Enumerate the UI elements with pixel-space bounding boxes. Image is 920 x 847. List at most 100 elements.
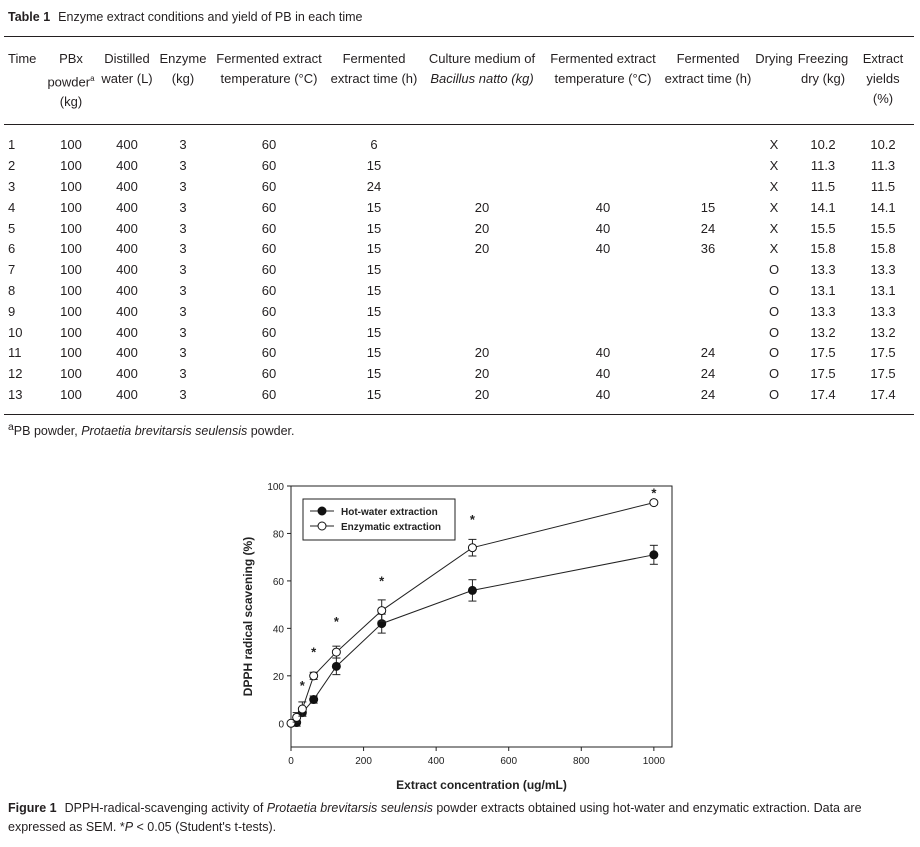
y-tick-label: 20 xyxy=(273,672,285,683)
table-cell: 60 xyxy=(261,137,277,153)
y-tick-label: 100 xyxy=(267,482,284,493)
table-cell: X xyxy=(769,137,779,153)
x-tick-label: 400 xyxy=(428,756,445,767)
header-line: yields xyxy=(866,71,900,86)
table-cell: 17.5 xyxy=(810,366,836,382)
table-cell: 100 xyxy=(60,178,82,194)
table-cell xyxy=(420,281,544,302)
table-cell: 17.5 xyxy=(870,345,896,361)
table-row: 13 100 400 3 60 15 20 40 24 O 17.4 17.4 xyxy=(4,384,914,415)
table-cell: 3 xyxy=(179,324,187,340)
enzymatic-point xyxy=(292,712,302,722)
table-cell: 24 xyxy=(366,178,382,194)
table-row: 6 100 400 3 60 15 20 40 36 X 15.8 15.8 xyxy=(4,239,914,260)
y-tick-label: 0 xyxy=(278,719,284,730)
header-line: PBx xyxy=(59,51,83,66)
table-cell: 11.3 xyxy=(810,158,836,174)
table-cell: 13 xyxy=(4,384,44,415)
table-cell: 17.4 xyxy=(852,384,914,415)
table-cell xyxy=(420,125,544,156)
table-cell: 3 xyxy=(8,178,16,194)
table-cell: 20 xyxy=(474,345,490,361)
table-cell: 8 xyxy=(8,282,16,298)
table-cell: 400 xyxy=(116,262,138,278)
table-cell: X xyxy=(769,241,779,257)
table-cell: 3 xyxy=(179,241,187,257)
table-cell: 60 xyxy=(210,384,328,415)
table-cell: 3 xyxy=(179,262,187,278)
table-cell: 13.2 xyxy=(870,324,896,340)
table-cell: 11.5 xyxy=(870,178,896,194)
table-cell: 400 xyxy=(116,282,138,298)
header-line: extract time (h) xyxy=(330,71,418,86)
table-row: 10 100 400 3 60 15 O 13.2 13.2 xyxy=(4,323,914,344)
table-cell: 3 xyxy=(179,282,187,298)
x-tick-label: 600 xyxy=(500,756,517,767)
header-line: Fermented xyxy=(342,51,406,66)
table-cell: 400 xyxy=(116,158,138,174)
table-row: 9 100 400 3 60 15 O 13.3 13.3 xyxy=(4,302,914,323)
table-cell: 400 xyxy=(116,303,138,319)
table-cell: 13.1 xyxy=(870,282,896,298)
table-cell xyxy=(544,302,662,323)
table-cell: 6 xyxy=(370,137,378,153)
table-cell: 15 xyxy=(366,282,382,298)
table-cell: 3 xyxy=(179,199,187,215)
table-cell: 60 xyxy=(261,158,277,174)
table-cell: X xyxy=(769,158,779,174)
table-cell xyxy=(420,302,544,323)
footnote-species: Protaetia brevitarsis seulensis xyxy=(81,424,248,439)
header-line: Culture medium of xyxy=(428,51,536,66)
table-cell: 60 xyxy=(261,345,277,361)
table-cell: 60 xyxy=(261,282,277,298)
header-line: water (L) xyxy=(101,71,153,86)
table-cell: 3 xyxy=(179,345,187,361)
table-row: 5 100 400 3 60 15 20 40 24 X 15.5 15.5 xyxy=(4,219,914,240)
table-cell: 100 xyxy=(60,199,82,215)
enzymatic-point xyxy=(309,671,319,681)
table-row: 4 100 400 3 60 15 20 40 15 X 14.1 14.1 xyxy=(4,198,914,219)
table-header-row: Time PBx powdera (kg) Distilled water (L) Enzy… xyxy=(4,35,914,126)
table-cell: 100 xyxy=(60,282,82,298)
table-cell: 3 xyxy=(156,384,210,415)
footnote-text: PB powder, xyxy=(13,424,82,439)
table-cell: 3 xyxy=(179,366,187,382)
significance-star: * xyxy=(651,486,657,501)
table-cell: 100 xyxy=(60,220,82,236)
table-cell: 15 xyxy=(366,241,382,257)
table-cell: 15 xyxy=(366,199,382,215)
caption-text-3: < 0.05 (Student's t-tests). xyxy=(133,820,277,834)
table-title: Table 1 Enzyme extract conditions and yie… xyxy=(8,10,362,24)
table-cell: 15.8 xyxy=(870,241,896,257)
table-cell: 400 xyxy=(116,137,138,153)
table-cell xyxy=(544,156,662,177)
x-tick-label: 1000 xyxy=(643,756,666,767)
table-cell xyxy=(662,323,754,344)
plot-frame xyxy=(290,485,673,748)
table-cell xyxy=(420,156,544,177)
y-tick-label: 80 xyxy=(273,529,285,540)
figure-label: Figure 1 xyxy=(8,801,57,815)
table-cell: 3 xyxy=(179,178,187,194)
table-cell: 14.1 xyxy=(870,199,896,215)
table-cell: 15.5 xyxy=(870,220,896,236)
hot-water-point xyxy=(649,550,659,560)
table-cell: 3 xyxy=(179,220,187,236)
table-cell: 400 xyxy=(116,199,138,215)
column-header: Time xyxy=(4,35,44,126)
table-label: Table 1 xyxy=(8,10,51,24)
table-cell: 6 xyxy=(8,241,16,257)
enzymatic-point xyxy=(649,498,659,508)
hot-water-point xyxy=(467,585,477,595)
header-line: Time xyxy=(8,51,37,66)
table-cell: 36 xyxy=(700,241,716,257)
footnote-mark: a xyxy=(8,422,14,433)
column-header: Drying xyxy=(754,35,794,126)
table-cell: 40 xyxy=(595,345,611,361)
x-tick-label: 0 xyxy=(288,756,294,767)
table-cell: 400 xyxy=(116,178,138,194)
column-header: Fermented extract temperature (°C) xyxy=(544,35,662,126)
table-cell: 100 xyxy=(60,324,82,340)
header-line: Fermented extract xyxy=(216,51,322,66)
table-cell: 13.3 xyxy=(870,303,896,319)
